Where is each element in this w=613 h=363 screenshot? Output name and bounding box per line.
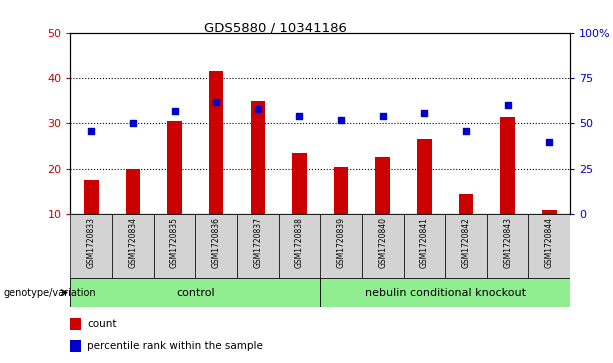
Text: GSM1720843: GSM1720843	[503, 217, 512, 268]
Bar	[70, 318, 82, 330]
Point	[419, 110, 429, 115]
Bar	[84, 180, 99, 214]
Bar	[167, 121, 182, 214]
Text: GSM1720839: GSM1720839	[337, 217, 346, 268]
Text: GSM1720837: GSM1720837	[253, 217, 262, 268]
Text: GDS5880 / 10341186: GDS5880 / 10341186	[204, 22, 348, 35]
Point	[378, 113, 387, 119]
Text: percentile rank within the sample: percentile rank within the sample	[87, 341, 263, 351]
Bar	[362, 214, 403, 278]
Text: GSM1720842: GSM1720842	[462, 217, 471, 268]
Text: nebulin conditional knockout: nebulin conditional knockout	[365, 287, 526, 298]
Text: GSM1720836: GSM1720836	[211, 217, 221, 268]
Text: GSM1720840: GSM1720840	[378, 217, 387, 268]
Bar	[334, 167, 348, 214]
Bar	[70, 214, 112, 278]
Bar	[417, 139, 432, 214]
Bar	[487, 214, 528, 278]
Bar	[237, 214, 279, 278]
Point	[128, 121, 138, 126]
Bar	[500, 117, 515, 214]
Text: control: control	[176, 287, 215, 298]
Bar	[445, 214, 487, 278]
Point	[336, 117, 346, 123]
Text: GSM1720833: GSM1720833	[87, 217, 96, 268]
Point	[253, 106, 263, 112]
Bar	[403, 214, 445, 278]
Text: GSM1720835: GSM1720835	[170, 217, 179, 268]
Bar	[528, 214, 570, 278]
Text: GSM1720841: GSM1720841	[420, 217, 429, 268]
Text: GSM1720834: GSM1720834	[129, 217, 137, 268]
Point	[503, 102, 512, 108]
Bar	[112, 214, 154, 278]
Point	[544, 139, 554, 144]
Bar	[154, 214, 196, 278]
Text: GSM1720838: GSM1720838	[295, 217, 304, 268]
Bar	[126, 169, 140, 214]
Bar	[70, 278, 320, 307]
Bar	[209, 71, 224, 214]
Bar	[196, 214, 237, 278]
Bar	[320, 278, 570, 307]
Point	[211, 99, 221, 105]
Point	[295, 113, 305, 119]
Point	[170, 108, 180, 114]
Bar	[375, 158, 390, 214]
Bar	[459, 194, 473, 214]
Bar	[542, 210, 557, 214]
Text: GSM1720844: GSM1720844	[545, 217, 554, 268]
Point	[461, 128, 471, 134]
Bar	[279, 214, 321, 278]
Text: count: count	[87, 319, 116, 329]
Bar	[292, 153, 306, 214]
Text: genotype/variation: genotype/variation	[3, 287, 96, 298]
Point	[86, 128, 96, 134]
Bar	[320, 214, 362, 278]
Bar	[251, 101, 265, 214]
Bar	[70, 340, 82, 351]
